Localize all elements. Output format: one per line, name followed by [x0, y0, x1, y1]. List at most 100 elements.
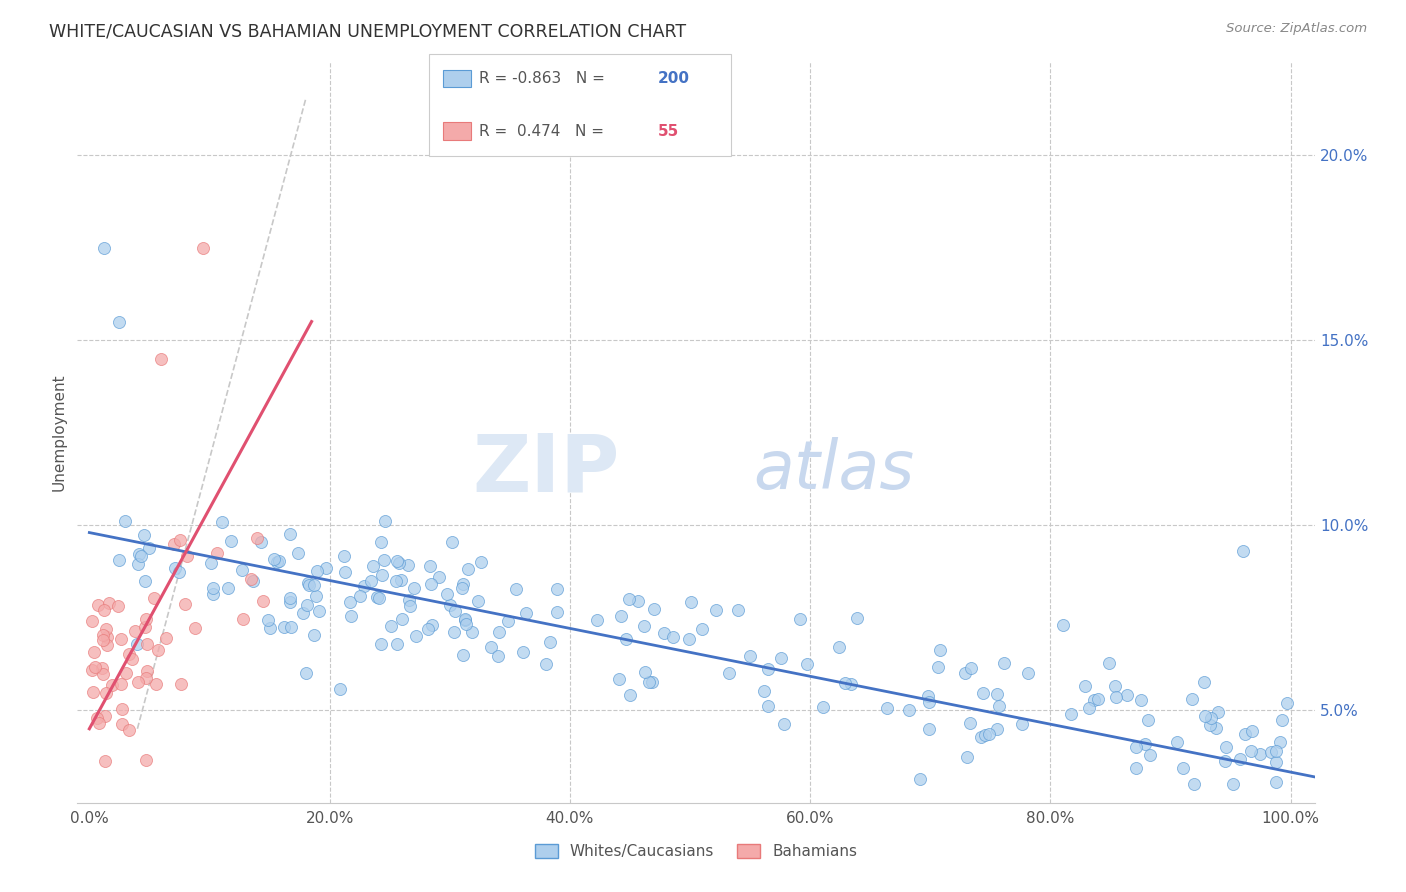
- Point: [315, 561, 337, 575]
- Point: [1139, 747, 1161, 762]
- Point: [292, 606, 315, 620]
- Point: [121, 652, 143, 666]
- Point: [273, 620, 295, 634]
- Point: [231, 612, 253, 626]
- Point: [84, 659, 107, 673]
- Point: [419, 558, 441, 573]
- Point: [297, 576, 319, 591]
- Point: [443, 625, 465, 640]
- Point: [90, 661, 112, 675]
- Point: [1241, 724, 1264, 739]
- Point: [1166, 735, 1188, 749]
- Point: [150, 351, 173, 366]
- Point: [679, 594, 702, 608]
- Point: [1098, 657, 1121, 671]
- Point: [135, 671, 157, 685]
- Point: [1270, 735, 1292, 749]
- Point: [451, 581, 474, 595]
- Point: [304, 578, 326, 592]
- Point: [91, 667, 114, 681]
- Point: [419, 577, 441, 591]
- Point: [169, 533, 191, 547]
- Point: [256, 613, 278, 627]
- Point: [773, 716, 796, 731]
- Point: [1074, 679, 1097, 693]
- Point: [811, 700, 834, 714]
- Point: [643, 602, 665, 616]
- Point: [396, 558, 419, 573]
- Point: [134, 574, 156, 588]
- Point: [617, 592, 640, 607]
- Point: [1265, 775, 1288, 789]
- Point: [770, 650, 793, 665]
- Point: [470, 555, 492, 569]
- Point: [451, 577, 474, 591]
- Point: [633, 619, 655, 633]
- Point: [678, 632, 700, 647]
- Point: [305, 590, 328, 604]
- Point: [93, 602, 115, 616]
- Point: [1087, 691, 1109, 706]
- Point: [988, 698, 1011, 713]
- Point: [1104, 679, 1126, 693]
- Point: [1229, 752, 1251, 766]
- Point: [652, 625, 675, 640]
- Point: [1194, 709, 1216, 723]
- Point: [295, 666, 318, 681]
- Point: [371, 568, 394, 582]
- Point: [457, 562, 479, 576]
- Point: [259, 621, 281, 635]
- Point: [107, 599, 129, 613]
- Point: [796, 657, 818, 671]
- Point: [405, 629, 427, 643]
- Point: [391, 612, 413, 626]
- Point: [93, 628, 115, 642]
- Point: [94, 623, 117, 637]
- Point: [918, 722, 941, 736]
- Point: [202, 587, 225, 601]
- Point: [329, 681, 352, 696]
- Point: [1017, 666, 1039, 681]
- Point: [307, 564, 329, 578]
- Point: [163, 561, 186, 575]
- Point: [398, 592, 420, 607]
- Point: [136, 665, 159, 679]
- Point: [1125, 740, 1147, 755]
- Point: [278, 595, 301, 609]
- Point: [163, 537, 186, 551]
- Point: [124, 624, 146, 638]
- Point: [1059, 707, 1081, 722]
- Text: R =  0.474   N =: R = 0.474 N =: [479, 124, 609, 138]
- Point: [454, 613, 477, 627]
- Point: [115, 665, 138, 680]
- Point: [1249, 747, 1271, 761]
- Point: [155, 631, 177, 645]
- Point: [143, 591, 166, 606]
- Point: [1136, 714, 1159, 728]
- Point: [959, 715, 981, 730]
- Point: [339, 608, 361, 623]
- Point: [361, 558, 384, 573]
- Point: [184, 621, 207, 635]
- Point: [727, 603, 749, 617]
- Point: [278, 527, 301, 541]
- Point: [640, 674, 662, 689]
- Point: [1077, 701, 1099, 715]
- Point: [374, 514, 396, 528]
- Point: [1116, 689, 1139, 703]
- Text: ZIP: ZIP: [472, 431, 620, 508]
- Point: [145, 677, 167, 691]
- Point: [269, 554, 291, 568]
- Point: [170, 677, 193, 691]
- Point: [110, 677, 132, 691]
- Point: [287, 546, 309, 560]
- Point: [380, 619, 402, 633]
- Point: [169, 566, 191, 580]
- Point: [436, 587, 458, 601]
- Point: [956, 750, 979, 764]
- Point: [339, 595, 361, 609]
- Point: [129, 549, 152, 563]
- Point: [250, 535, 273, 549]
- Point: [134, 620, 156, 634]
- Point: [80, 663, 103, 677]
